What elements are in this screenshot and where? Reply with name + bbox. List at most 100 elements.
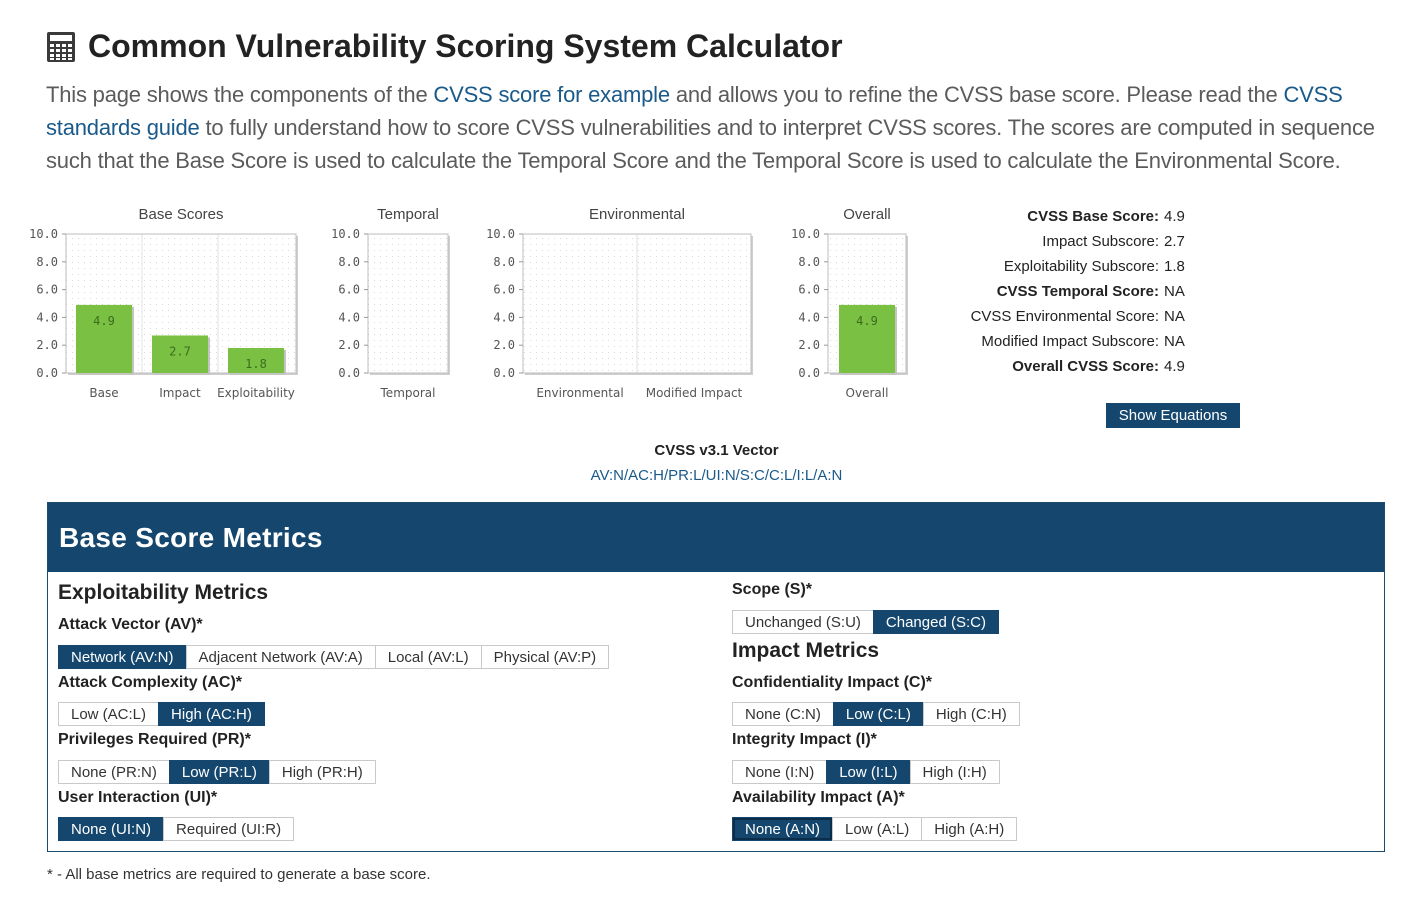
vector-title: CVSS v3.1 Vector: [654, 442, 779, 459]
i-option-button[interactable]: High (I:H): [909, 760, 1000, 784]
a-option-button[interactable]: Low (A:L): [832, 817, 923, 841]
score-row: CVSS Environmental Score: NA: [930, 304, 1186, 329]
bar-data-label: 1.8: [245, 357, 267, 371]
plot-texture: [368, 234, 448, 373]
s-option-button[interactable]: Unchanged (S:U): [732, 610, 874, 634]
av-option-button[interactable]: Physical (AV:P): [480, 645, 610, 669]
score-row: Overall CVSS Score: 4.9: [930, 354, 1186, 379]
av-option-button[interactable]: Local (AV:L): [374, 645, 482, 669]
score-row: CVSS Temporal Score: NA: [930, 279, 1186, 304]
intro-text: This page shows the components of the: [46, 82, 434, 107]
score-label: Exploitability Subscore:: [1003, 258, 1159, 275]
pr-option-button[interactable]: None (PR:N): [58, 760, 170, 784]
bar: [839, 304, 895, 373]
score-value: 4.9: [1164, 358, 1185, 375]
av-option-button[interactable]: Network (AV:N): [58, 645, 187, 669]
category-label: Modified Impact: [646, 386, 743, 400]
chart-title: Temporal: [377, 206, 439, 223]
category-label: Base: [89, 386, 118, 400]
c-option-button[interactable]: None (C:N): [732, 702, 834, 726]
ui-option-button[interactable]: Required (UI:R): [163, 817, 295, 841]
c-option-button[interactable]: Low (C:L): [832, 702, 924, 726]
plot-border: [367, 233, 449, 374]
temporal-chart-svg: Temporal 0.0 2.0 4.0 6.0 8.0 10.0 Temporal: [331, 206, 450, 400]
chart-title: Overall: [843, 206, 891, 223]
score-value: 4.9: [1164, 208, 1185, 225]
a-option-button[interactable]: High (A:H): [921, 817, 1018, 841]
score-row: CVSS Base Score: 4.9: [930, 204, 1186, 229]
y-tick-label: 6.0: [36, 283, 58, 297]
y-tick-label: 4.0: [798, 310, 820, 324]
environmental-chart-svg: Environmental 0.0 2.0 4.0 6.0 8.0 10.0 Environm…: [486, 206, 753, 400]
chart-overall: Overall 0.0 2.0 4.0 6.0 8.0 10.0 4.9 Overall: [786, 200, 916, 410]
s-option-button[interactable]: Changed (S:C): [872, 610, 999, 634]
chart-base-scores: Base Scores 0.0 2.0 4.0 6.0 8.0 10.0 4.9 Base 2.7…: [28, 200, 308, 410]
cvss-guide-link[interactable]: CVSS standards guide: [46, 82, 1343, 140]
i-option-button[interactable]: None (I:N): [732, 760, 828, 784]
score-label: CVSS Temporal Score:: [996, 283, 1159, 300]
score-value: NA: [1164, 333, 1185, 350]
calculator-icon: [47, 31, 75, 62]
vector-string-link[interactable]: AV:N/AC:H/PR:L/UI:N/S:C/C:L/I:L/A:N: [590, 467, 843, 484]
y-tick-label: 10.0: [29, 227, 58, 241]
user-interaction-options: None (UI:N) Required (UI:R): [58, 817, 295, 841]
y-tick-label: 2.0: [493, 338, 515, 352]
intro-text: and allows you to refine the CVSS base s…: [669, 82, 1284, 107]
bar-data-label: 4.9: [93, 314, 115, 328]
user-interaction-label: User Interaction (UI)*: [58, 789, 218, 806]
panel-title: Base Score Metrics: [48, 503, 1384, 572]
c-option-button[interactable]: High (C:H): [922, 702, 1020, 726]
confidentiality-impact-label: Confidentiality Impact (C)*: [732, 674, 933, 691]
score-row: Modified Impact Subscore: NA: [930, 329, 1186, 354]
scope-options: Unchanged (S:U) Changed (S:C): [732, 610, 999, 634]
score-label: Impact Subscore:: [1042, 233, 1159, 250]
y-tick-label: 8.0: [338, 255, 360, 269]
score-row: Impact Subscore: 2.7: [930, 229, 1186, 254]
score-label: CVSS Environmental Score:: [970, 308, 1159, 325]
availability-impact-label: Availability Impact (A)*: [732, 789, 905, 806]
y-tick-label: 10.0: [331, 227, 360, 241]
score-value: 1.8: [1164, 258, 1185, 275]
category-label: Exploitability: [217, 386, 295, 400]
attack-complexity-options: Low (AC:L) High (AC:H): [58, 702, 265, 726]
category-label: Overall: [846, 386, 889, 400]
i-option-button[interactable]: Low (I:L): [826, 760, 911, 784]
category-label: Temporal: [380, 386, 436, 400]
ac-option-button[interactable]: High (AC:H): [158, 702, 265, 726]
ac-option-button[interactable]: Low (AC:L): [58, 702, 160, 726]
y-tick-label: 2.0: [36, 338, 58, 352]
show-equations-button[interactable]: Show Equations: [1106, 403, 1240, 428]
score-value: 2.7: [1164, 233, 1185, 250]
score-label: Modified Impact Subscore:: [981, 333, 1159, 350]
ui-option-button[interactable]: None (UI:N): [58, 817, 165, 841]
score-value: NA: [1164, 308, 1185, 325]
cvss-score-link[interactable]: CVSS score for example: [433, 82, 670, 107]
y-tick-label: 4.0: [36, 310, 58, 324]
page-title: Common Vulnerability Scoring System Calc…: [88, 28, 843, 64]
pr-option-button[interactable]: High (PR:H): [268, 760, 376, 784]
a-option-button[interactable]: None (A:N): [732, 817, 834, 841]
score-summary: CVSS Base Score: 4.9 Impact Subscore: 2.7 Ex…: [930, 204, 1186, 379]
exploitability-metrics-title: Exploitability Metrics: [58, 581, 269, 604]
y-tick-label: 6.0: [338, 283, 360, 297]
pr-option-button[interactable]: Low (PR:L): [168, 760, 270, 784]
page-header: Common Vulnerability Scoring System Calc…: [46, 28, 843, 65]
bar-data-label: 4.9: [856, 314, 878, 328]
attack-vector-label: Attack Vector (AV)*: [58, 616, 203, 633]
y-tick-label: 4.0: [338, 310, 360, 324]
chart-environmental: Environmental 0.0 2.0 4.0 6.0 8.0 10.0 Environm…: [480, 200, 760, 410]
required-footnote: * - All base metrics are required to gen…: [47, 866, 431, 883]
y-tick-label: 0.0: [338, 366, 360, 380]
y-tick-label: 0.0: [798, 366, 820, 380]
score-label: Overall CVSS Score:: [1012, 358, 1159, 375]
y-tick-label: 10.0: [486, 227, 515, 241]
bar-data-label: 2.7: [169, 344, 191, 358]
y-tick-label: 2.0: [338, 338, 360, 352]
y-tick-label: 6.0: [798, 283, 820, 297]
integrity-impact-label: Integrity Impact (I)*: [732, 731, 877, 748]
intro-text: to fully understand how to score CVSS vu…: [46, 115, 1375, 173]
av-option-button[interactable]: Adjacent Network (AV:A): [185, 645, 376, 669]
chart-temporal: Temporal 0.0 2.0 4.0 6.0 8.0 10.0 Temporal: [330, 200, 460, 410]
category-label: Impact: [159, 386, 201, 400]
attack-complexity-label: Attack Complexity (AC)*: [58, 674, 243, 691]
